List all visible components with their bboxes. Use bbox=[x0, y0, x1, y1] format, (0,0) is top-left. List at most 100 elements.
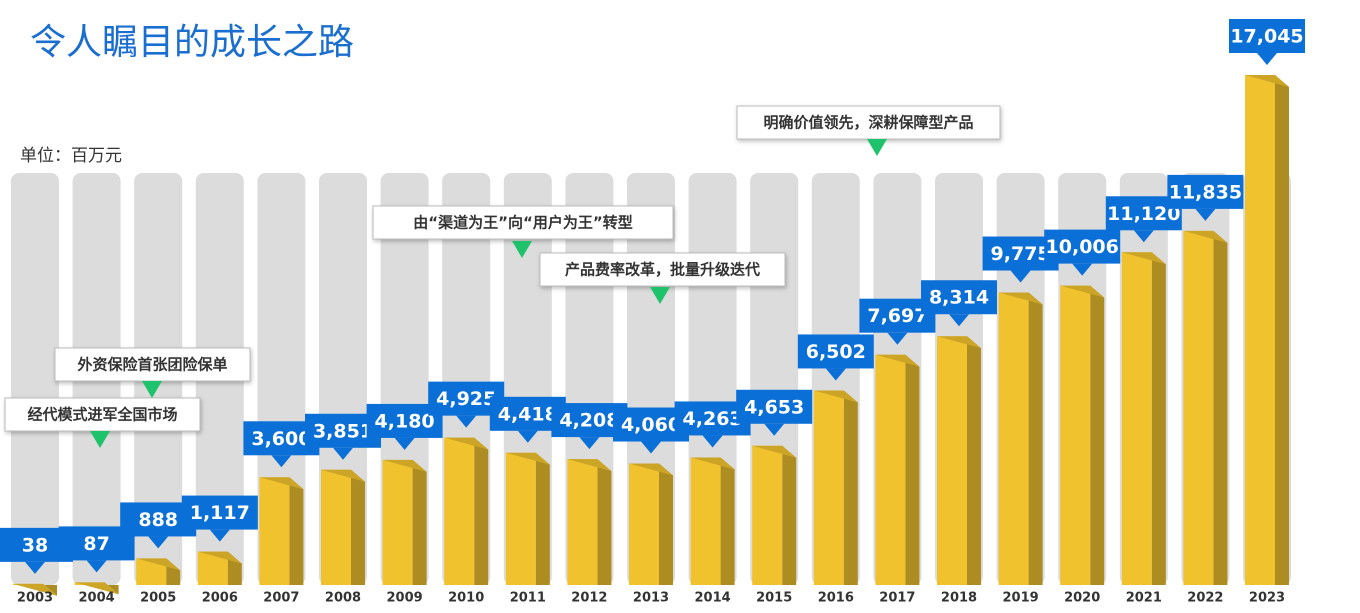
bar bbox=[1245, 75, 1275, 585]
x-tick-label: 2011 bbox=[510, 591, 546, 606]
bar-top bbox=[1245, 75, 1289, 87]
value-label-pointer bbox=[579, 437, 600, 450]
x-tick-label: 2020 bbox=[1064, 591, 1100, 606]
x-tick-label: 2012 bbox=[571, 591, 607, 606]
bar-side bbox=[1151, 252, 1166, 585]
bar-top bbox=[998, 292, 1043, 305]
bar-top bbox=[690, 457, 735, 470]
bar bbox=[629, 463, 659, 585]
bar-top bbox=[321, 469, 365, 482]
bar bbox=[567, 459, 598, 585]
bar-side bbox=[1275, 75, 1289, 585]
value-label-pointer bbox=[825, 368, 846, 381]
bar-side bbox=[843, 390, 858, 585]
x-tick-label: 2014 bbox=[695, 591, 731, 606]
bar-side bbox=[967, 336, 981, 585]
bar-side bbox=[905, 354, 920, 585]
column-background bbox=[11, 173, 59, 585]
value-label: 3,600 bbox=[251, 428, 311, 450]
x-tick-label: 2008 bbox=[325, 591, 361, 606]
value-label-pointer bbox=[764, 423, 785, 436]
x-tick-label: 2007 bbox=[263, 591, 299, 606]
value-label-box bbox=[797, 334, 874, 369]
value-label-pointer bbox=[517, 430, 538, 443]
bar-top bbox=[74, 582, 119, 595]
x-tick-label: 2005 bbox=[140, 591, 176, 606]
annotation-box bbox=[372, 205, 674, 240]
bar-side bbox=[1213, 230, 1228, 585]
value-label-pointer bbox=[209, 529, 230, 542]
value-label-pointer bbox=[1195, 208, 1216, 221]
bar-side bbox=[597, 459, 612, 585]
bar-top bbox=[752, 445, 797, 458]
annotation-box bbox=[54, 347, 251, 382]
value-label-pointer bbox=[148, 536, 169, 549]
value-label-pointer bbox=[271, 455, 292, 468]
value-label: 4,418 bbox=[498, 403, 558, 425]
x-tick-label: 2015 bbox=[756, 591, 792, 606]
value-label-pointer bbox=[394, 437, 415, 450]
value-label-pointer bbox=[1010, 270, 1031, 283]
value-label: 4,925 bbox=[436, 388, 496, 410]
bar bbox=[1183, 230, 1214, 585]
bar-top bbox=[1121, 252, 1166, 265]
bar bbox=[1060, 285, 1091, 585]
value-label: 3,851 bbox=[313, 420, 373, 442]
value-label: 4,208 bbox=[559, 410, 619, 432]
unit-label: 单位：百万元 bbox=[20, 146, 122, 166]
value-label: 38 bbox=[22, 534, 48, 556]
value-label: 4,180 bbox=[375, 410, 435, 432]
bar-top bbox=[444, 437, 489, 450]
bar bbox=[937, 336, 967, 585]
value-label-box bbox=[736, 389, 813, 424]
bar bbox=[444, 437, 475, 585]
x-tick-label: 2017 bbox=[879, 591, 915, 606]
value-label-pointer bbox=[86, 560, 107, 573]
bar-top bbox=[567, 459, 612, 472]
bar-side bbox=[351, 469, 365, 585]
value-label-pointer bbox=[1257, 53, 1277, 65]
x-tick-label: 2006 bbox=[202, 591, 238, 606]
value-label: 8,314 bbox=[929, 287, 989, 309]
value-label-box bbox=[921, 280, 997, 315]
bar-top bbox=[197, 551, 242, 564]
value-label-pointer bbox=[702, 435, 723, 448]
annotation: 经代模式进军全国市场 bbox=[27, 406, 177, 424]
value-label: 888 bbox=[138, 509, 178, 531]
value-label: 9,775 bbox=[991, 243, 1051, 265]
annotation: 产品费率改革，批量升级迭代 bbox=[565, 261, 760, 279]
value-label-box bbox=[1167, 174, 1244, 209]
bar-top bbox=[505, 452, 550, 465]
value-label-pointer bbox=[25, 561, 45, 574]
bar bbox=[1121, 252, 1152, 585]
bar bbox=[321, 469, 351, 585]
value-label-box bbox=[181, 495, 258, 530]
bar-top bbox=[259, 477, 304, 490]
x-tick-label: 2010 bbox=[448, 591, 484, 606]
bar-top bbox=[813, 390, 858, 403]
bar-top bbox=[937, 336, 981, 349]
x-tick-label: 2004 bbox=[79, 591, 115, 606]
annotation-marker bbox=[867, 139, 887, 156]
value-label-box bbox=[1229, 19, 1305, 53]
bar bbox=[998, 292, 1029, 585]
value-label: 6,502 bbox=[806, 341, 866, 363]
value-label-pointer bbox=[887, 332, 908, 345]
value-label-pointer bbox=[1133, 230, 1154, 243]
annotation-marker bbox=[512, 241, 532, 258]
bar bbox=[813, 390, 844, 585]
annotation-box bbox=[539, 252, 786, 287]
annotation-marker bbox=[650, 287, 670, 304]
value-label: 17,045 bbox=[1230, 26, 1303, 48]
bar-side bbox=[474, 437, 489, 585]
x-tick-label: 2003 bbox=[17, 591, 53, 606]
value-label-pointer bbox=[949, 314, 969, 327]
x-tick-label: 2013 bbox=[633, 591, 669, 606]
bar bbox=[382, 459, 413, 585]
x-tick-label: 2018 bbox=[941, 591, 977, 606]
value-label-box bbox=[1044, 229, 1121, 264]
bar bbox=[752, 445, 783, 585]
bar-side bbox=[659, 463, 673, 585]
value-label: 11,835 bbox=[1169, 181, 1242, 203]
